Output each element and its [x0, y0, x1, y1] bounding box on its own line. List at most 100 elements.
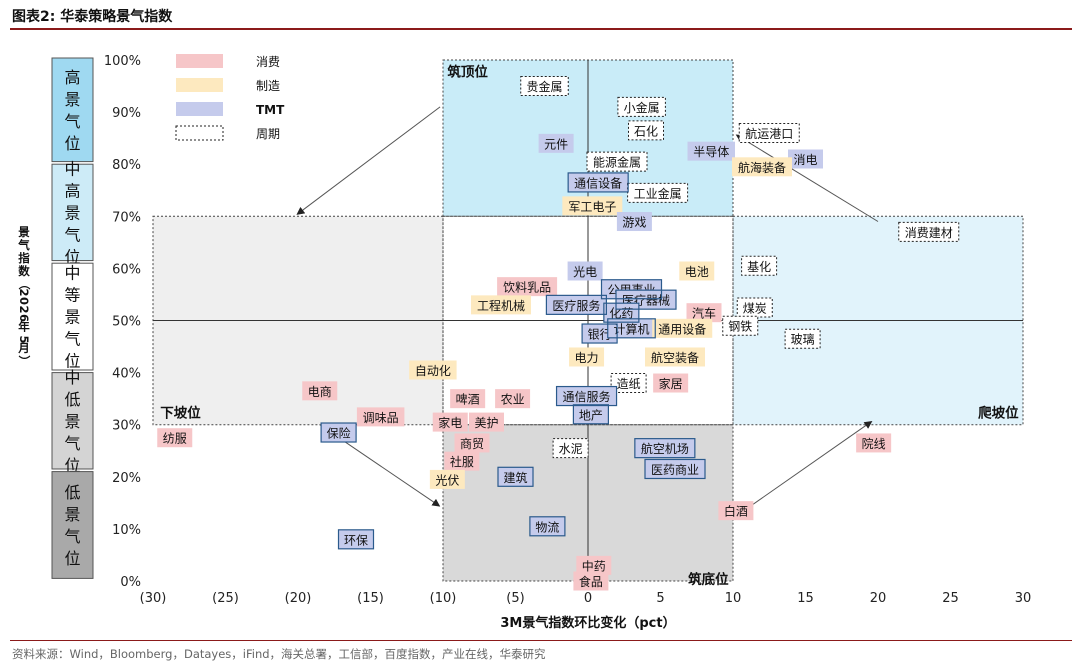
data-point-box — [450, 389, 486, 409]
data-point-label: 石化 — [634, 124, 658, 138]
data-point-label: 通信服务 — [563, 389, 611, 404]
data-point-box — [741, 255, 778, 276]
data-point: 通信设备 — [568, 172, 629, 192]
legend-swatch — [176, 78, 223, 92]
data-point-box — [603, 303, 639, 323]
data-point: 消电 — [788, 149, 823, 169]
level-band — [51, 163, 94, 262]
data-point-label: 计算机 — [613, 321, 649, 336]
level-band-char: 气 — [64, 434, 80, 453]
data-point-label: 航空装备 — [651, 350, 699, 365]
data-point-box — [788, 149, 823, 169]
source-note: 资料来源：Wind，Bloomberg，Datayes，iFind，海关总署，工… — [12, 647, 546, 661]
data-point-box — [627, 182, 689, 203]
cycle-arrow — [296, 106, 441, 215]
data-point: 家电 — [432, 412, 468, 432]
data-point-box — [444, 451, 480, 471]
data-point-box — [736, 297, 773, 318]
data-point-box — [546, 295, 607, 315]
data-point-box — [321, 423, 357, 443]
legend-label: 消费 — [256, 55, 280, 69]
axis-ticks: 景气指数（2026年5月）0%10%20%30%40%50%60%70%80%9… — [17, 54, 1031, 606]
data-point-box — [645, 459, 705, 479]
data-point-box — [576, 555, 612, 575]
data-point-label: 环保 — [344, 533, 368, 547]
legend-swatch — [176, 102, 223, 116]
data-point: 商贸 — [454, 433, 490, 453]
data-point-box — [898, 221, 960, 242]
level-band-char: 气 — [64, 330, 80, 349]
data-point-label: 农业 — [501, 393, 525, 407]
data-point: 石化 — [628, 120, 664, 141]
data-point-outline — [581, 323, 618, 344]
data-point-label: 工业金属 — [634, 186, 682, 201]
data-point-label: 电商 — [308, 384, 332, 399]
data-point-label: 造纸 — [617, 377, 641, 391]
data-point-box — [652, 318, 713, 338]
y-axis-title-char: 气 — [17, 238, 30, 252]
y-axis-title-char: 月 — [17, 341, 30, 355]
data-point: 啤酒 — [450, 389, 486, 409]
y-tick-label: 10% — [112, 523, 141, 538]
y-axis-title-char: 6 — [17, 314, 31, 322]
data-point: 医疗服务 — [546, 295, 607, 315]
data-point-box — [432, 412, 468, 432]
data-point-label: 医药商业 — [651, 462, 699, 477]
data-point-outline — [603, 302, 640, 323]
data-point: 自动化 — [409, 360, 457, 380]
data-point-box — [567, 261, 603, 281]
data-point-box — [569, 347, 605, 367]
level-band-char: 高 — [64, 181, 80, 200]
data-point: 建筑 — [498, 467, 533, 487]
data-point: 美护 — [469, 412, 504, 432]
data-point: 贵金属 — [520, 76, 569, 97]
data-point: 元件 — [538, 133, 574, 153]
cycle-arrow — [739, 420, 873, 514]
y-tick-label: 0% — [120, 575, 141, 590]
data-point-box — [628, 120, 664, 141]
level-band — [51, 372, 94, 470]
data-point-outline — [615, 289, 677, 310]
data-point: 化药 — [603, 303, 639, 323]
data-point-label: 半导体 — [693, 145, 729, 159]
level-band — [51, 471, 94, 579]
data-point-box — [552, 438, 589, 459]
data-point: 家居 — [653, 373, 689, 393]
data-point-outline — [572, 404, 610, 425]
data-point-outline — [529, 516, 566, 537]
data-point: 调味品 — [356, 407, 405, 427]
data-point-box — [338, 529, 374, 549]
y-tick-label: 30% — [112, 419, 141, 434]
data-point-box — [471, 295, 531, 315]
data-point-box — [556, 386, 617, 406]
data-point: 小金属 — [617, 96, 666, 117]
data-point: 通信服务 — [556, 386, 617, 406]
data-point: 能源金属 — [586, 151, 648, 172]
zone-label: 筑底位 — [688, 571, 729, 588]
data-point: 军工电子 — [562, 196, 623, 216]
x-tick-label: (10) — [430, 591, 457, 606]
data-point-label: 调味品 — [363, 411, 399, 425]
level-band-char: 景 — [64, 505, 80, 524]
x-tick-label: (25) — [212, 591, 239, 606]
data-point-label: 自动化 — [415, 364, 451, 378]
level-band — [51, 262, 94, 371]
x-tick-label: 30 — [1015, 591, 1032, 606]
data-point-label: 通信设备 — [574, 176, 622, 190]
y-axis-title-char: ） — [17, 355, 31, 367]
data-point-label: 啤酒 — [456, 392, 480, 407]
data-point-label: 保险 — [327, 426, 351, 441]
data-point: 航海装备 — [732, 157, 792, 177]
x-tick-label: (30) — [140, 591, 167, 606]
level-band-char: 景 — [64, 203, 80, 222]
level-band-char: 位 — [64, 247, 80, 266]
level-band-char: 气 — [64, 527, 80, 546]
data-point: 游戏 — [616, 212, 652, 232]
data-point-box — [617, 96, 666, 117]
source-divider — [10, 640, 1072, 641]
data-point: 半导体 — [687, 141, 735, 161]
legend-label: TMT — [256, 103, 285, 117]
